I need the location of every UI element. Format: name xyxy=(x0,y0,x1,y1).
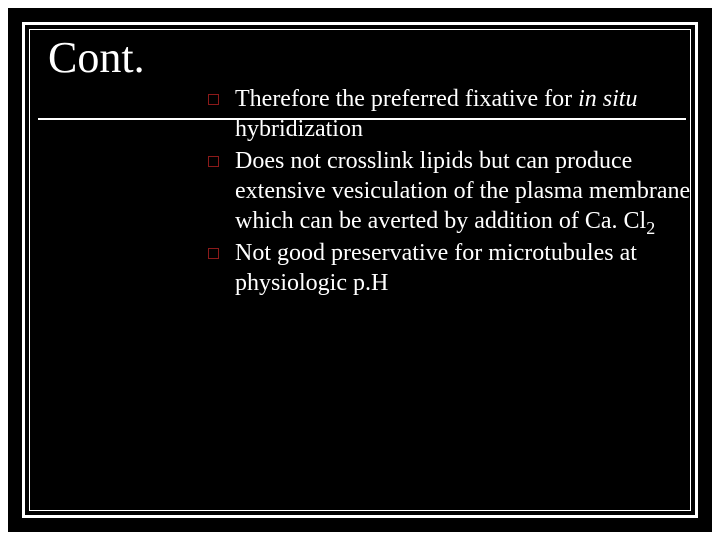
bullet-text: Not good preservative for microtubules a… xyxy=(235,238,708,298)
list-item: Does not crosslink lipids but can produc… xyxy=(208,146,708,236)
bullet-marker-icon xyxy=(208,248,219,259)
slide-title: Cont. xyxy=(48,32,145,83)
bullet-marker-icon xyxy=(208,94,219,105)
slide-stage: Cont. Therefore the preferred fixative f… xyxy=(8,8,712,532)
list-item: Not good preservative for microtubules a… xyxy=(208,238,708,298)
bullet-marker-icon xyxy=(208,156,219,167)
bullet-list: Therefore the preferred fixative for in … xyxy=(208,84,708,300)
bullet-text: Therefore the preferred fixative for in … xyxy=(235,84,708,144)
list-item: Therefore the preferred fixative for in … xyxy=(208,84,708,144)
bullet-text: Does not crosslink lipids but can produc… xyxy=(235,146,708,236)
